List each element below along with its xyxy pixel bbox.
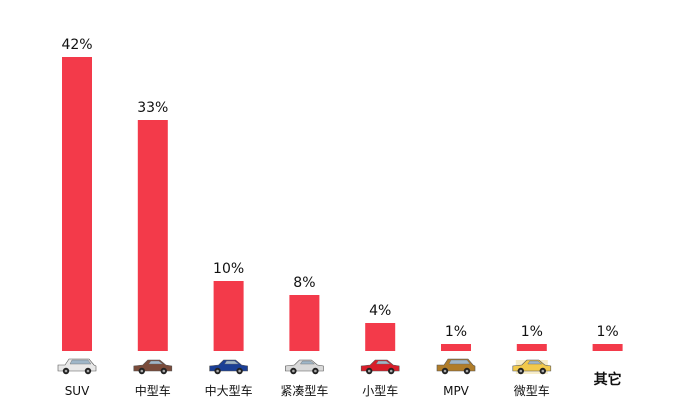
bar-4 [289, 295, 320, 351]
value-label-7: 1% [521, 324, 543, 340]
large-car-icon [209, 359, 248, 375]
small-car-icon [360, 359, 400, 375]
category-label-2: 中型车 [135, 383, 171, 398]
bar-1 [62, 57, 92, 351]
value-labels-group: 42% 33% 10% 8% 4% 1% 1% 1% [61, 37, 618, 340]
value-label-8: 1% [596, 324, 618, 340]
category-labels-group: SUV 中型车 中大型车 紧凑型车 小型车 MPV 微型车 其它 [65, 371, 622, 398]
category-label-6: MPV [443, 384, 470, 398]
category-label-4: 紧凑型车 [280, 383, 328, 398]
category-label-8: 其它 [594, 371, 622, 388]
mini-car-icon [512, 359, 552, 375]
bar-3 [213, 281, 244, 351]
value-label-5: 4% [369, 303, 391, 319]
category-icons-group [57, 358, 552, 375]
value-label-3: 10% [213, 261, 244, 277]
category-label-7: 微型车 [514, 383, 550, 398]
category-label-5: 小型车 [362, 383, 398, 398]
midsize-car-icon [133, 359, 173, 375]
compact-car-icon [285, 359, 324, 375]
value-label-6: 1% [445, 324, 467, 340]
bar-7 [516, 344, 547, 351]
bar-2 [137, 120, 168, 351]
suv-car-icon [57, 358, 97, 375]
value-label-1: 42% [61, 37, 92, 53]
bars-group [62, 57, 623, 351]
bar-8 [592, 344, 623, 351]
category-label-3: 中大型车 [205, 383, 253, 398]
bar-5 [365, 323, 396, 351]
value-label-4: 8% [293, 275, 315, 291]
bar-6 [441, 344, 471, 351]
mpv-car-icon [436, 358, 476, 375]
value-label-2: 33% [137, 100, 168, 116]
category-label-1: SUV [65, 384, 90, 398]
